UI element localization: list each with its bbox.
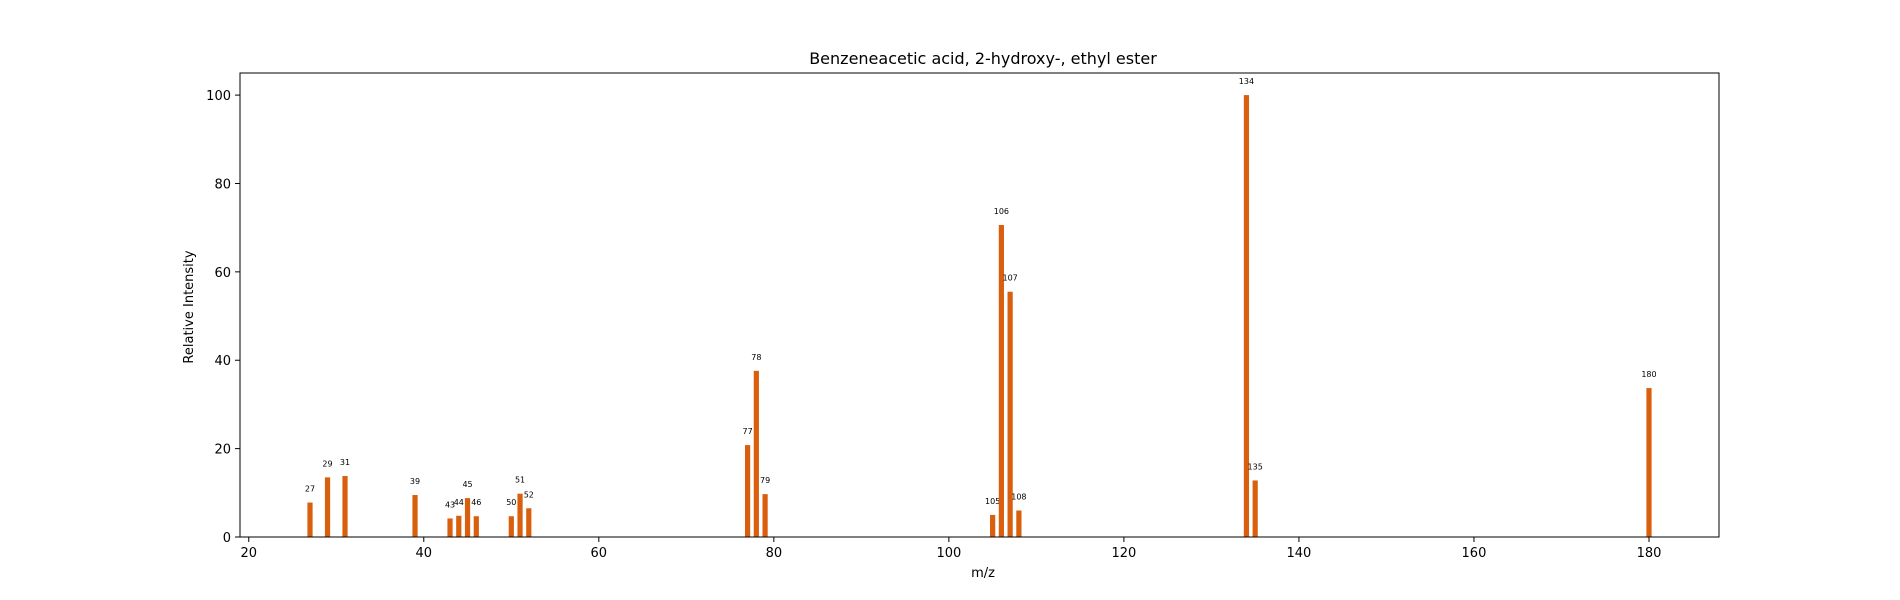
x-tick-label-160: 160 — [1462, 546, 1487, 561]
bar-mz-39 — [412, 495, 418, 537]
bar-mz-50 — [508, 516, 514, 537]
y-axis-label: Relative Intensity — [182, 250, 197, 363]
y-tick-label-20: 20 — [214, 443, 231, 458]
bar-mz-51 — [517, 493, 523, 537]
data-label-135: 135 — [1248, 462, 1263, 471]
bar-mz-107 — [1007, 291, 1013, 537]
y-tick-label-100: 100 — [206, 89, 231, 104]
bar-mz-134 — [1243, 95, 1250, 537]
data-label-43: 43 — [445, 500, 455, 509]
x-tick-label-20: 20 — [240, 546, 257, 561]
data-label-107: 107 — [1002, 274, 1017, 283]
data-label-105: 105 — [985, 497, 1000, 506]
bar-mz-78 — [753, 370, 759, 537]
data-label-27: 27 — [305, 485, 315, 494]
y-tick-label-80: 80 — [214, 177, 231, 192]
x-tick-label-60: 60 — [591, 546, 608, 561]
bar-mz-135 — [1252, 480, 1258, 537]
data-label-79: 79 — [760, 476, 770, 485]
bar-mz-44 — [456, 515, 462, 537]
data-label-106: 106 — [994, 207, 1009, 216]
data-label-77: 77 — [742, 427, 752, 436]
bar-mz-46 — [473, 516, 479, 537]
chart-title: Benzeneacetic acid, 2-hydroxy-, ethyl es… — [809, 49, 1157, 68]
bar-mz-43 — [447, 518, 453, 537]
bar-mz-77 — [744, 445, 751, 537]
data-label-52: 52 — [524, 490, 534, 499]
y-tick-label-0: 0 — [223, 531, 231, 546]
bar-mz-27 — [307, 502, 313, 537]
data-label-46: 46 — [471, 498, 481, 507]
bar-mz-180 — [1646, 388, 1652, 537]
data-label-108: 108 — [1011, 492, 1026, 501]
x-axis-label: m/z — [971, 566, 995, 581]
x-tick-label-40: 40 — [416, 546, 433, 561]
bar-mz-106 — [998, 225, 1004, 537]
bar-mz-105 — [990, 514, 996, 537]
data-label-134: 134 — [1239, 77, 1254, 86]
data-label-180: 180 — [1641, 370, 1656, 379]
bar-mz-31 — [342, 476, 348, 537]
data-label-44: 44 — [454, 498, 464, 507]
y-tick-label-40: 40 — [214, 354, 231, 369]
x-tick-label-140: 140 — [1287, 546, 1312, 561]
x-tick-label-120: 120 — [1111, 546, 1136, 561]
data-label-31: 31 — [340, 458, 350, 467]
data-label-29: 29 — [322, 459, 332, 468]
y-tick-label-60: 60 — [214, 266, 231, 281]
x-tick-label-180: 180 — [1637, 546, 1662, 561]
data-label-78: 78 — [751, 353, 761, 362]
data-label-39: 39 — [410, 477, 420, 486]
bar-mz-79 — [762, 494, 768, 537]
data-label-50: 50 — [506, 498, 516, 507]
x-tick-label-100: 100 — [936, 546, 961, 561]
data-label-45: 45 — [462, 480, 472, 489]
bar-mz-45 — [464, 498, 471, 537]
x-tick-label-80: 80 — [766, 546, 783, 561]
bar-mz-29 — [324, 477, 331, 537]
plot-frame — [239, 72, 1720, 538]
bar-mz-52 — [526, 508, 532, 537]
data-label-51: 51 — [515, 476, 525, 485]
bar-mz-108 — [1016, 510, 1022, 537]
